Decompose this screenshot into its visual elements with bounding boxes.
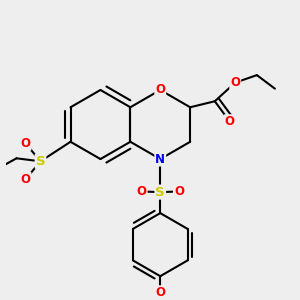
Text: S: S (155, 186, 165, 199)
Text: O: O (155, 83, 165, 97)
Text: O: O (155, 286, 165, 299)
Text: N: N (155, 153, 165, 166)
Text: O: O (20, 173, 31, 186)
Text: O: O (230, 76, 240, 89)
Text: O: O (20, 137, 31, 150)
Text: O: O (136, 185, 147, 198)
Text: O: O (225, 115, 235, 128)
Text: O: O (174, 185, 184, 198)
Text: S: S (36, 155, 45, 168)
